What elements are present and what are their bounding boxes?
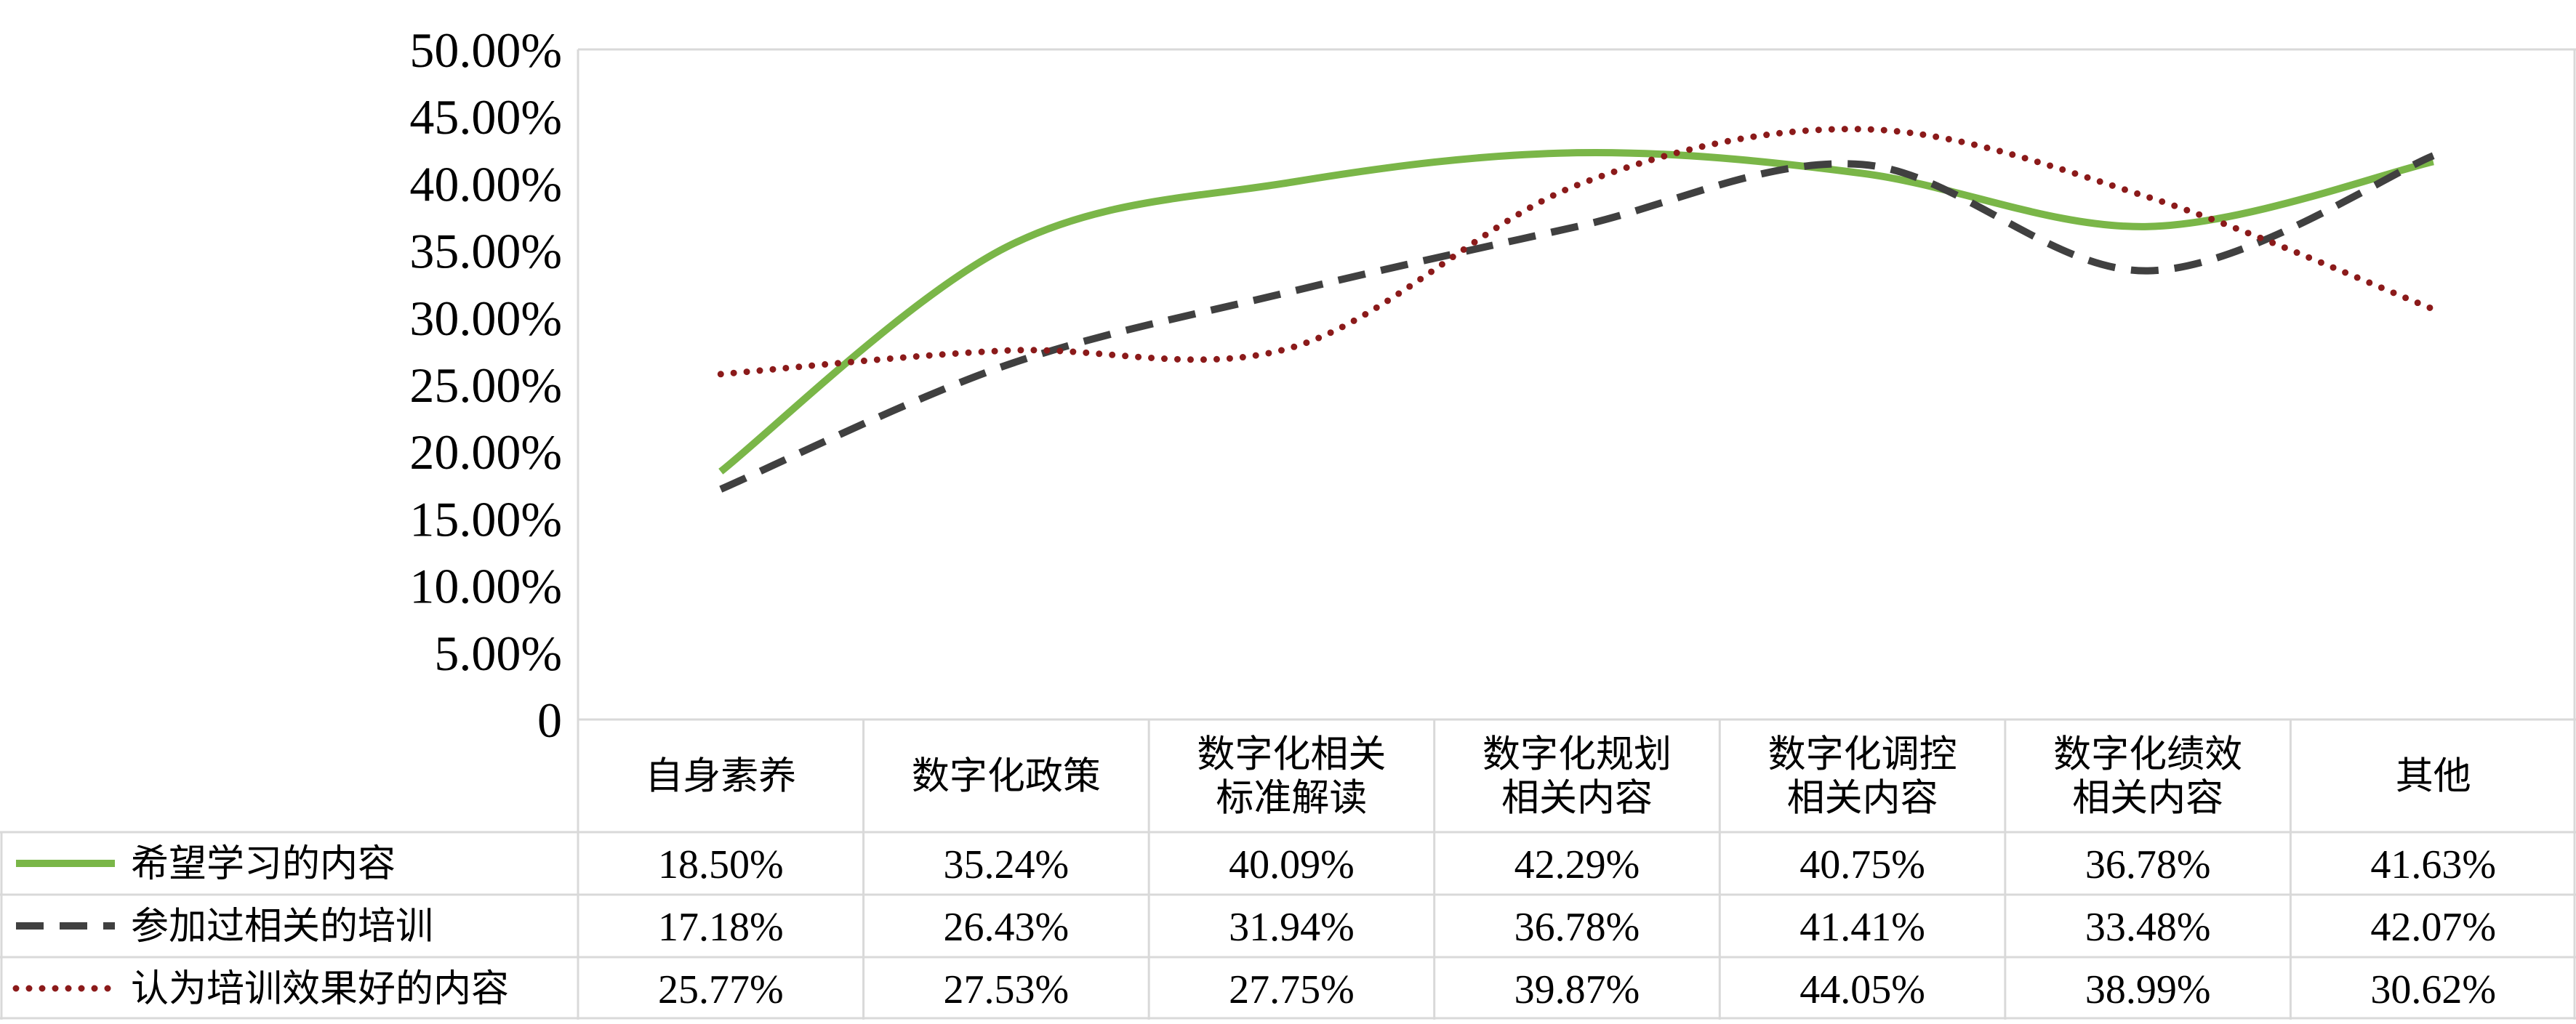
data-label: 41.41%	[1799, 905, 1925, 950]
x-category-label: 数字化政策	[912, 755, 1101, 799]
x-category-label: 标准解读	[1216, 777, 1367, 821]
y-tick-label: 0	[537, 693, 562, 748]
plot-frame	[577, 48, 2576, 719]
x-category-label: 数字化规划	[1482, 733, 1672, 777]
data-label: 30.62%	[2370, 967, 2496, 1012]
data-label: 36.78%	[1514, 905, 1640, 950]
data-label: 18.50%	[658, 842, 784, 887]
x-category-label: 数字化调控	[1768, 733, 1957, 777]
data-label: 25.77%	[658, 967, 784, 1012]
y-axis-tick-labels: 50.00% 45.00% 40.00% 35.00% 30.00% 25.00% 20.0…	[409, 23, 562, 748]
series-line-effective-training	[717, 126, 2437, 378]
y-tick-label: 20.00%	[409, 424, 562, 480]
y-tick-label: 5.00%	[434, 626, 562, 681]
data-table: 自身素养 数字化政策 数字化相关标准解读数字化规划相关内容数字化调控相关内容数字化绩…	[0, 718, 2576, 1020]
data-label: 41.63%	[2370, 842, 2496, 887]
legend-label: 认为培训效果好的内容	[131, 967, 509, 1011]
data-label: 33.48%	[2085, 905, 2211, 950]
x-category-label: 数字化绩效	[2053, 733, 2242, 777]
series-lines	[717, 126, 2437, 493]
data-label: 26.43%	[944, 905, 1070, 950]
x-category-label: 相关内容	[1787, 777, 1938, 821]
y-tick-label: 45.00%	[409, 89, 562, 145]
data-label: 36.78%	[2085, 842, 2211, 887]
data-label: 27.53%	[944, 967, 1070, 1012]
x-category-label: 相关内容	[1501, 777, 1653, 821]
data-label: 40.09%	[1229, 842, 1355, 887]
legend-label: 参加过相关的培训	[131, 905, 433, 948]
y-tick-label: 50.00%	[409, 23, 562, 78]
data-label: 38.99%	[2085, 967, 2211, 1012]
x-category-label: 数字化相关	[1197, 733, 1386, 777]
x-category-label: 相关内容	[2072, 777, 2223, 821]
data-label: 39.87%	[1514, 967, 1640, 1012]
y-tick-label: 30.00%	[409, 291, 562, 346]
x-category-label: 其他	[2396, 755, 2471, 799]
data-label: 31.94%	[1229, 905, 1355, 950]
data-label: 42.07%	[2370, 905, 2496, 950]
x-category-label: 自身素养	[645, 755, 796, 799]
data-label: 35.24%	[944, 842, 1070, 887]
series-line-attended-training	[719, 152, 2435, 493]
y-tick-label: 40.00%	[409, 156, 562, 211]
y-tick-label: 15.00%	[409, 491, 562, 547]
data-label: 44.05%	[1799, 967, 1925, 1012]
series-line-want-to-learn	[718, 148, 2434, 475]
data-label: 27.75%	[1229, 967, 1355, 1012]
y-tick-label: 35.00%	[409, 224, 562, 279]
data-label: 17.18%	[658, 905, 784, 950]
y-tick-label: 10.00%	[409, 559, 562, 614]
y-tick-label: 25.00%	[409, 358, 562, 413]
data-label: 42.29%	[1514, 842, 1640, 887]
legend-label: 希望学习的内容	[131, 842, 396, 886]
data-label: 40.75%	[1799, 842, 1925, 887]
